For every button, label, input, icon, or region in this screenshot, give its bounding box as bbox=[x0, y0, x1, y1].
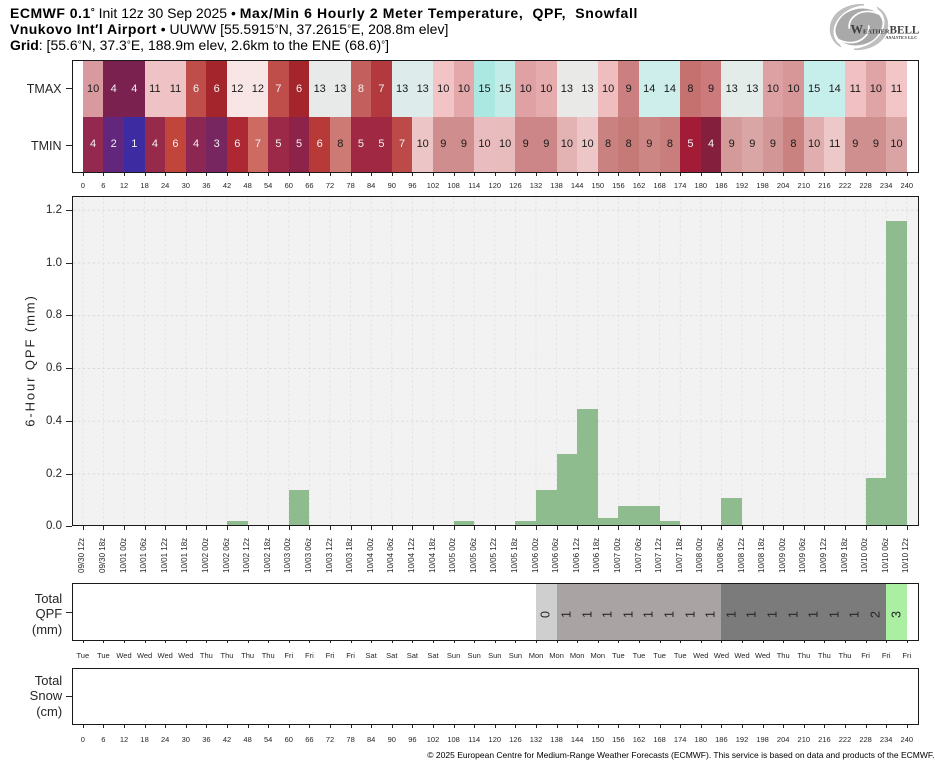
svg-text:ANALYTICS LLC: ANALYTICS LLC bbox=[885, 35, 917, 40]
